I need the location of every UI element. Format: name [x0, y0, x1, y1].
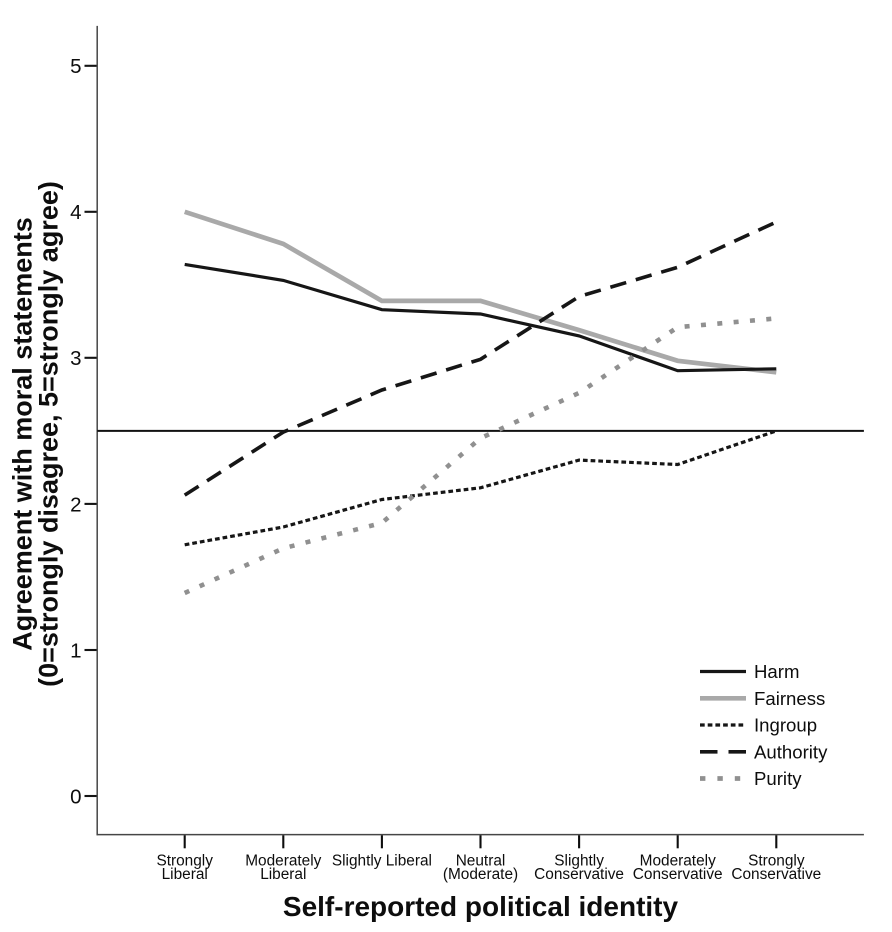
- svg-text:(Moderate): (Moderate): [443, 866, 518, 883]
- svg-text:Ingroup: Ingroup: [754, 715, 817, 736]
- svg-text:Purity: Purity: [754, 768, 802, 789]
- svg-text:Fairness: Fairness: [754, 688, 825, 709]
- svg-text:Conservative: Conservative: [534, 866, 624, 883]
- svg-text:Liberal: Liberal: [260, 866, 306, 883]
- svg-text:Slightly Liberal: Slightly Liberal: [332, 853, 432, 870]
- svg-text:Harm: Harm: [754, 661, 799, 682]
- svg-text:Strongly: Strongly: [156, 853, 213, 870]
- svg-text:Authority: Authority: [754, 742, 828, 763]
- svg-text:Neutral: Neutral: [456, 853, 506, 870]
- svg-text:Strongly: Strongly: [748, 853, 805, 870]
- svg-text:Moderately: Moderately: [640, 853, 716, 870]
- svg-text:5: 5: [70, 55, 81, 78]
- svg-text:2: 2: [70, 493, 81, 516]
- svg-text:1: 1: [70, 639, 81, 662]
- svg-text:Conservative: Conservative: [731, 866, 821, 883]
- svg-text:0: 0: [70, 785, 81, 808]
- svg-text:Liberal: Liberal: [162, 866, 208, 883]
- svg-text:(0=strongly disagree, 5=strong: (0=strongly disagree, 5=strongly agree): [34, 181, 64, 687]
- svg-text:Conservative: Conservative: [633, 866, 723, 883]
- svg-text:Agreement with moral statement: Agreement with moral statements: [8, 217, 38, 651]
- svg-text:3: 3: [70, 347, 81, 370]
- svg-text:Self-reported political identi: Self-reported political identity: [283, 891, 679, 922]
- svg-text:Moderately: Moderately: [245, 853, 321, 870]
- svg-text:4: 4: [70, 201, 81, 224]
- svg-text:Slightly: Slightly: [554, 853, 604, 870]
